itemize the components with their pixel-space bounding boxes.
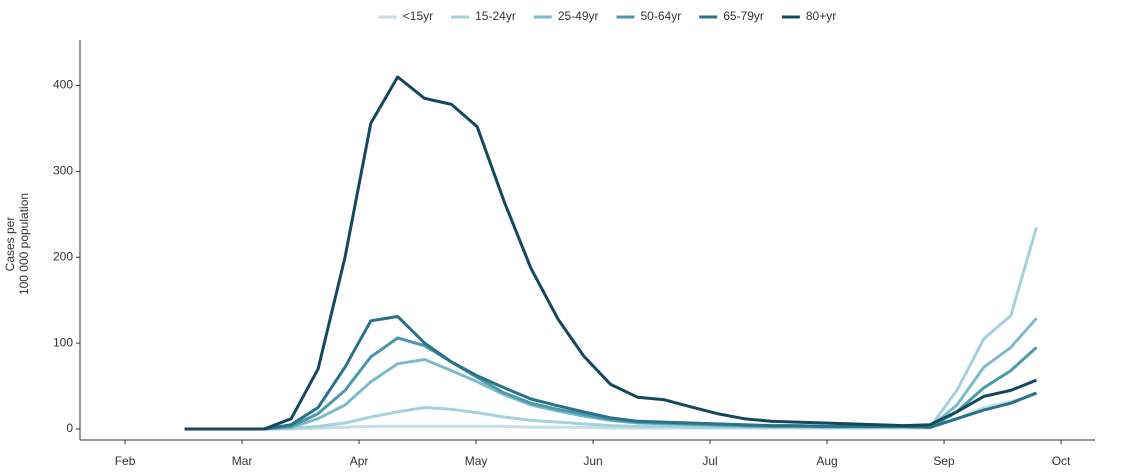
y-tick-label: 300 (53, 164, 73, 178)
x-tick-label: Mar (232, 454, 253, 468)
x-tick-label: Jun (583, 454, 602, 468)
series-line (184, 75, 1038, 431)
x-tick-label: Apr (350, 454, 369, 468)
x-tick-label: Aug (816, 454, 837, 468)
y-axis-label: Cases per100 000 population (3, 193, 31, 295)
legend-label: 15-24yr (475, 9, 516, 23)
legend-label: 25-49yr (558, 9, 599, 23)
legend-item: 15-24yr (451, 9, 516, 23)
series-line (184, 315, 1038, 431)
series-line (184, 226, 1038, 431)
y-axis-label-line: 100 000 population (17, 193, 31, 295)
y-axis-label-line: Cases per (3, 217, 17, 272)
y-tick-label: 400 (53, 78, 73, 92)
legend-item: 65-79yr (699, 9, 764, 23)
x-tick-label: Jul (702, 454, 717, 468)
y-tick-label: 200 (53, 249, 73, 263)
legend-label: 50-64yr (641, 9, 682, 23)
x-tick-label: Feb (115, 454, 136, 468)
x-tick-label: Sep (933, 454, 955, 468)
legend-label: 80+yr (806, 9, 836, 23)
legend: <15yr 15-24yr 25-49yr 50-64yr 65-79yr 80+yr (378, 9, 836, 23)
legend-item: 80+yr (781, 9, 836, 23)
y-tick-label: 100 (53, 335, 73, 349)
legend-label: 65-79yr (723, 9, 764, 23)
legend-item: <15yr (378, 9, 433, 23)
x-tick-label: May (465, 454, 488, 468)
legend-label: <15yr (403, 9, 433, 23)
y-tick-label: 0 (66, 421, 73, 435)
legend-item: 25-49yr (533, 9, 599, 23)
x-tick-label: Oct (1052, 454, 1071, 468)
legend-item: 50-64yr (616, 9, 682, 23)
